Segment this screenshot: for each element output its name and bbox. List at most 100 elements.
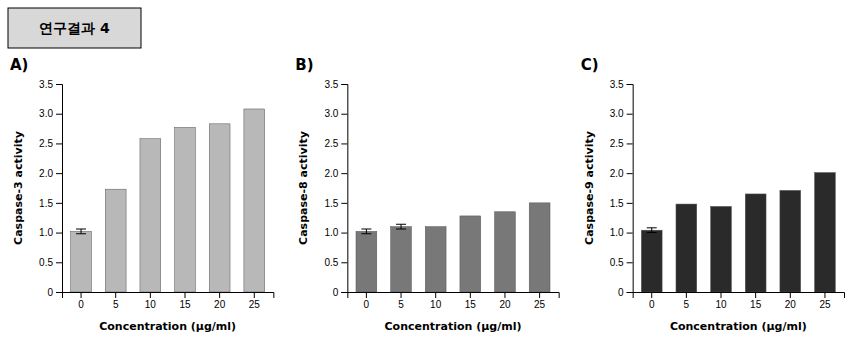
y-tick-mark <box>341 233 347 234</box>
x-tick-label: 15 <box>465 299 477 310</box>
x-tick-mark <box>790 292 791 298</box>
x-axis: 0510152025 <box>348 292 559 310</box>
error-bar-cap <box>76 229 86 230</box>
y-tick-label: 3.5 <box>39 79 53 90</box>
y-tick: 2.5 <box>610 138 633 149</box>
bar <box>460 216 481 292</box>
axis-line <box>63 293 274 299</box>
axis-line <box>56 85 63 293</box>
y-axis: 00.51.01.52.02.53.03.5 <box>610 79 633 298</box>
y-tick: 1.5 <box>610 198 633 209</box>
panel: B)051015202500.51.01.52.02.53.03.5Concen… <box>295 56 559 333</box>
error-bar-cap <box>76 233 86 234</box>
x-tick-mark <box>115 292 116 298</box>
y-tick: 2.5 <box>324 138 347 149</box>
error-bar <box>396 224 406 229</box>
x-tick-label: 25 <box>534 299 546 310</box>
x-tick-mark <box>824 292 825 298</box>
y-tick-label: 2.0 <box>39 168 53 179</box>
x-tick: 25 <box>249 292 261 310</box>
y-tick-mark <box>341 203 347 204</box>
y-tick-mark <box>627 143 633 144</box>
bar <box>815 173 836 292</box>
y-tick-mark <box>341 292 347 293</box>
x-tick-label: 0 <box>649 299 655 310</box>
error-bar-cap <box>361 233 371 234</box>
y-tick: 0.5 <box>610 257 633 268</box>
x-tick-mark <box>539 292 540 298</box>
error-bar-cap <box>396 224 406 225</box>
y-tick-label: 3.0 <box>39 108 53 119</box>
y-tick-label: 2.0 <box>610 168 624 179</box>
x-tick-label: 10 <box>430 299 442 310</box>
y-tick-mark <box>56 233 62 234</box>
x-tick-label: 0 <box>364 299 370 310</box>
y-tick-label: 0.5 <box>324 257 338 268</box>
y-tick-label: 2.5 <box>324 138 338 149</box>
panel-title: B) <box>295 56 313 74</box>
y-tick-mark <box>341 143 347 144</box>
y-tick-mark <box>627 84 633 85</box>
y-tick-label: 2.5 <box>610 138 624 149</box>
x-tick-label: 25 <box>819 299 831 310</box>
error-bar-line <box>366 229 367 234</box>
y-tick-mark <box>56 143 62 144</box>
y-tick-label: 1.5 <box>324 198 338 209</box>
y-tick: 0 <box>618 287 633 298</box>
x-tick: 20 <box>785 292 797 310</box>
x-tick: 5 <box>684 292 690 310</box>
y-tick-mark <box>341 84 347 85</box>
x-tick-mark <box>651 292 652 298</box>
error-bar-line <box>651 228 652 233</box>
error-bar-cap <box>647 227 657 228</box>
y-tick-label: 3.5 <box>610 79 624 90</box>
x-tick: 5 <box>113 292 119 310</box>
y-tick: 1.5 <box>324 198 347 209</box>
bar <box>105 189 126 292</box>
y-axis: 00.51.01.52.02.53.03.5 <box>324 79 347 298</box>
y-tick-mark <box>627 292 633 293</box>
axis-line <box>633 293 844 299</box>
x-tick-label: 10 <box>715 299 727 310</box>
x-tick-label: 5 <box>684 299 690 310</box>
x-tick: 10 <box>715 292 727 310</box>
y-tick-mark <box>341 262 347 263</box>
y-tick-mark <box>56 292 62 293</box>
x-tick: 25 <box>819 292 831 310</box>
y-tick: 1.0 <box>610 227 633 238</box>
y-tick: 0 <box>333 287 348 298</box>
y-axis: 00.51.01.52.02.53.03.5 <box>39 79 62 298</box>
bar <box>495 212 516 292</box>
error-bar-line <box>401 224 402 229</box>
y-tick: 3.5 <box>39 79 62 90</box>
y-tick-mark <box>56 84 62 85</box>
error-bar <box>647 228 657 233</box>
x-tick-mark <box>401 292 402 298</box>
y-tick-label: 3.0 <box>324 108 338 119</box>
y-tick-mark <box>627 203 633 204</box>
bar <box>175 127 196 292</box>
bar <box>641 230 662 292</box>
x-tick-label: 15 <box>750 299 762 310</box>
y-tick-label: 1.0 <box>610 227 624 238</box>
y-tick-mark <box>627 233 633 234</box>
bar <box>391 227 412 292</box>
x-tick-label: 20 <box>785 299 797 310</box>
y-axis-title: Caspase-8 activity <box>297 131 310 245</box>
y-tick: 2.0 <box>39 168 62 179</box>
y-tick-label: 0.5 <box>610 257 624 268</box>
y-tick-label: 2.0 <box>324 168 338 179</box>
bar <box>425 227 446 292</box>
x-tick-mark <box>504 292 505 298</box>
x-tick-mark <box>150 292 151 298</box>
y-tick-mark <box>56 203 62 204</box>
bar <box>780 190 801 292</box>
x-tick-mark <box>721 292 722 298</box>
bar <box>71 231 92 292</box>
x-tick-mark <box>184 292 185 298</box>
bar <box>529 203 550 292</box>
x-tick: 10 <box>430 292 442 310</box>
y-tick-label: 1.0 <box>324 227 338 238</box>
x-tick-label: 5 <box>113 299 119 310</box>
bar <box>356 231 377 292</box>
